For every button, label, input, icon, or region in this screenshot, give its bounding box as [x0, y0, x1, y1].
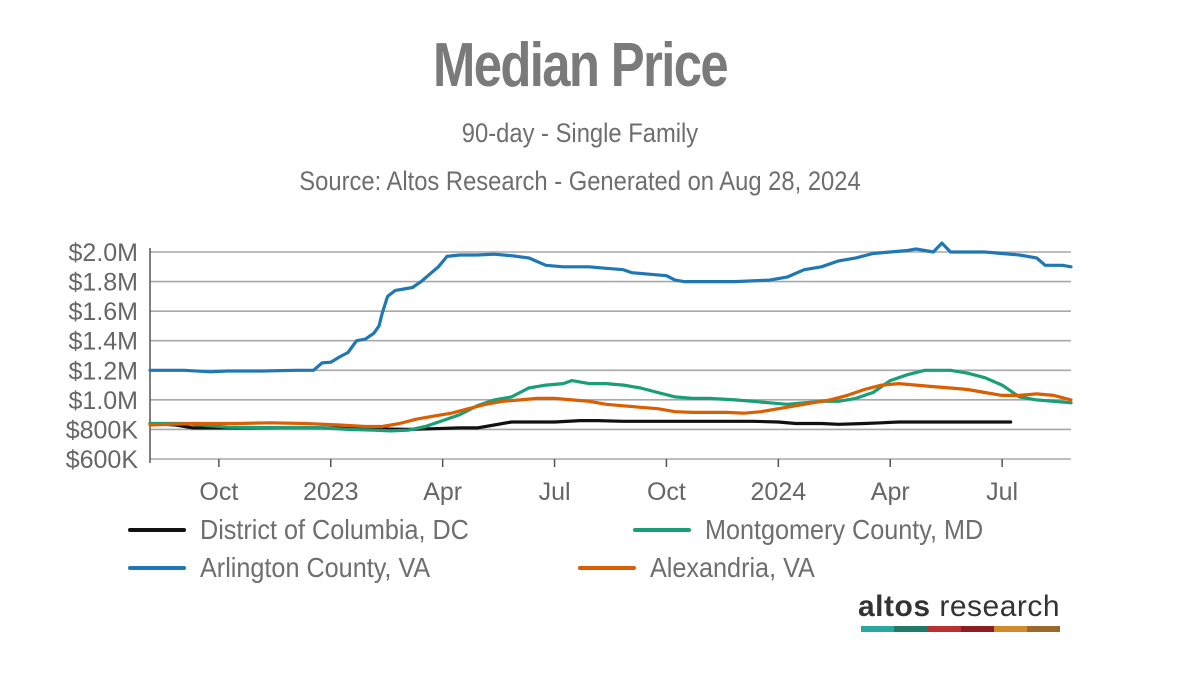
y-tick-label: $1.6M	[69, 298, 138, 326]
chart-source: Source: Altos Research - Generated on Au…	[299, 166, 861, 196]
legend-label-montgomery: Montgomery County, MD	[705, 514, 984, 545]
chart-title: Median Price	[433, 31, 729, 100]
legend-item-dc: District of Columbia, DC	[128, 513, 499, 547]
legend-label-dc: District of Columbia, DC	[200, 514, 469, 545]
legend-item-montgomery: Montgomery County, MD	[633, 513, 1014, 547]
y-tick-label: $600K	[66, 446, 139, 474]
series-line-1	[148, 368, 1073, 433]
legend-label-alexandria: Alexandria, VA	[650, 552, 815, 583]
logo-stripe-segment	[993, 626, 1027, 632]
y-tick-label: $1.4M	[69, 328, 138, 356]
x-tick-label: Apr	[871, 478, 910, 506]
x-tick-label: Jul	[986, 478, 1018, 506]
logo-stripe-segment	[927, 626, 961, 632]
y-tick-label: $2.0M	[69, 239, 138, 267]
series-lines	[148, 241, 1073, 433]
x-tick-label: Jul	[539, 478, 571, 506]
legend-swatch-montgomery	[633, 528, 691, 532]
logo-suffix: research	[930, 590, 1061, 623]
logo-stripe-segment	[960, 626, 994, 632]
axes: $600K$800K$1.0M$1.2M$1.4M$1.6M$1.8M$2.0M…	[66, 239, 1018, 506]
series-line-2	[148, 241, 1073, 374]
x-tick-label: 2024	[751, 478, 807, 506]
y-tick-label: $1.0M	[69, 387, 138, 415]
logo-stripe-segment	[894, 626, 928, 632]
logo-stripe-segment	[1026, 626, 1061, 632]
logo-stripe-segment	[861, 626, 895, 632]
chart-subtitle: 90-day - Single Family	[461, 118, 699, 148]
legend-swatch-dc	[128, 528, 186, 532]
legend-swatch-arlington	[128, 566, 186, 570]
logo-brand: altos	[858, 590, 931, 623]
legend-item-arlington: Arlington County, VA	[128, 551, 456, 585]
x-tick-label: Oct	[199, 478, 238, 506]
series-line-3	[148, 382, 1073, 429]
y-tick-label: $1.8M	[69, 269, 138, 297]
legend-swatch-alexandria	[578, 566, 636, 570]
y-tick-label: $1.2M	[69, 357, 138, 385]
altos-research-logo: altos research	[858, 590, 1060, 624]
legend-label-arlington: Arlington County, VA	[200, 552, 431, 583]
logo-stripe	[861, 626, 1061, 632]
x-tick-label: Oct	[647, 478, 686, 506]
x-tick-label: 2023	[303, 478, 359, 506]
x-tick-label: Apr	[423, 478, 462, 506]
legend-item-alexandria: Alexandria, VA	[578, 551, 833, 585]
y-tick-label: $800K	[66, 416, 139, 444]
